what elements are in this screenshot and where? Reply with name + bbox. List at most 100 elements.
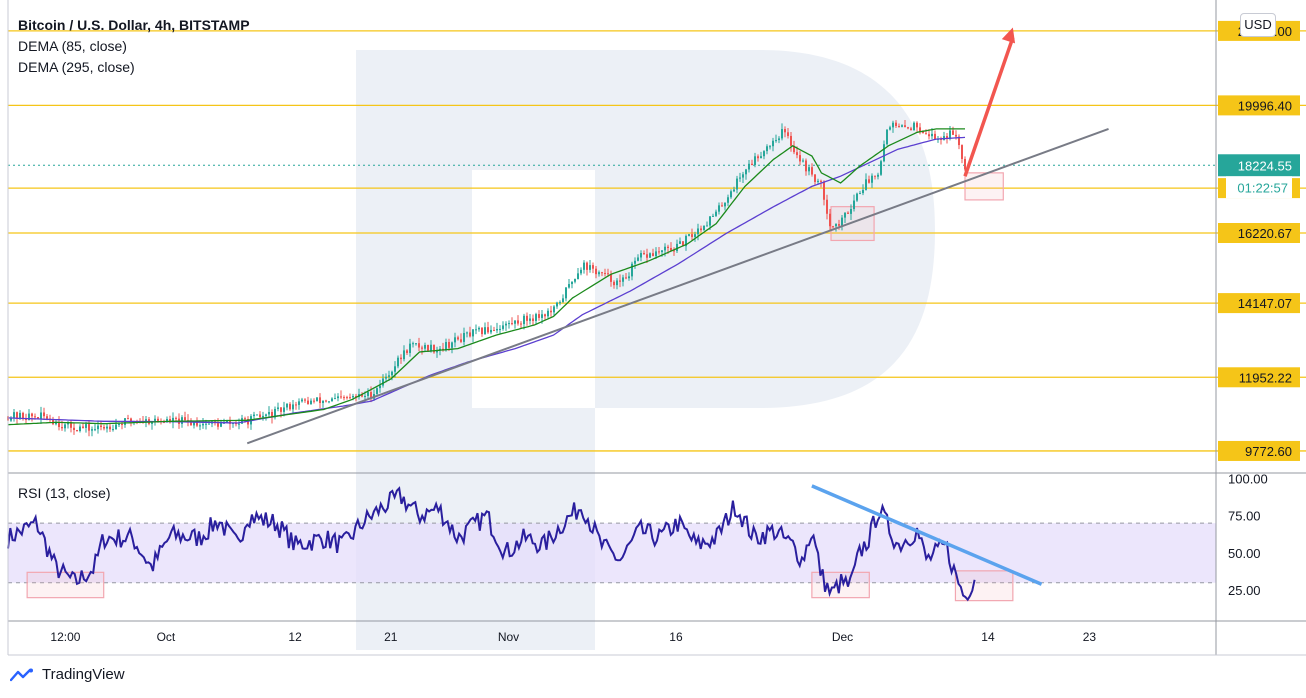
price-levels xyxy=(8,30,1306,452)
candle-body xyxy=(871,175,873,183)
candle-body xyxy=(394,366,396,372)
candle-body xyxy=(922,131,924,134)
candle-body xyxy=(583,262,585,270)
candle-body xyxy=(913,122,915,131)
rsi-tick-label: 75.00 xyxy=(1228,509,1261,524)
price-level-badge xyxy=(1218,95,1300,116)
candle-body xyxy=(763,151,765,157)
candle-body xyxy=(640,253,642,258)
rsi-downtrend-line xyxy=(811,484,1043,586)
candle-body xyxy=(313,400,315,402)
candle-body xyxy=(295,404,297,406)
candle-body xyxy=(331,398,333,402)
candle-body xyxy=(868,179,870,183)
candle-body xyxy=(469,332,471,337)
candle-body xyxy=(946,136,948,139)
candle-body xyxy=(832,226,834,228)
candle-body xyxy=(817,180,819,182)
candle-body xyxy=(556,302,558,307)
candle-body xyxy=(799,155,801,162)
candle-body xyxy=(340,396,342,398)
candle-body xyxy=(418,343,420,348)
tradingview-logo[interactable]: TradingView xyxy=(10,666,125,683)
candle-body xyxy=(667,246,669,249)
candle-body xyxy=(598,272,600,275)
candle-body xyxy=(607,273,609,275)
candle-body xyxy=(277,407,279,409)
price-level-badge xyxy=(1218,440,1300,461)
candle-body xyxy=(697,228,699,235)
candle-body xyxy=(526,315,528,321)
candle-body xyxy=(619,280,621,282)
candle-body xyxy=(475,329,477,331)
candle-body xyxy=(703,225,705,231)
candle-body xyxy=(376,388,378,395)
countdown-label: 01:22:57 xyxy=(1237,180,1288,195)
candle-body xyxy=(790,135,792,146)
indicator-dema-85[interactable]: DEMA (85, close) xyxy=(18,38,127,54)
currency-button[interactable]: USD xyxy=(1240,13,1276,37)
candle-body xyxy=(553,306,555,313)
candle-body xyxy=(898,126,900,128)
candle-body xyxy=(412,343,414,345)
candle-body xyxy=(637,257,639,261)
rsi-legend[interactable]: RSI (13, close) xyxy=(18,485,111,501)
price-level-label: 9772.60 xyxy=(1245,444,1292,459)
candle-body xyxy=(949,130,951,139)
candle-body xyxy=(559,302,561,304)
rsi-tick-label: 50.00 xyxy=(1228,546,1261,561)
candle-body xyxy=(616,280,618,286)
rsi-tick-label: 100.00 xyxy=(1228,471,1268,486)
candle-body xyxy=(715,211,717,216)
candle-body xyxy=(592,265,594,269)
candle-body xyxy=(580,269,582,274)
candle-body xyxy=(280,407,282,412)
candle-body xyxy=(115,424,117,430)
candle-body xyxy=(679,241,681,244)
candle-body xyxy=(541,314,543,318)
candle-body xyxy=(589,265,591,270)
candle-body xyxy=(64,424,66,429)
candle-body xyxy=(481,327,483,335)
candle-body xyxy=(175,417,177,419)
candle-body xyxy=(190,420,192,426)
candle-body xyxy=(217,423,219,427)
candle-body xyxy=(958,136,960,146)
candle-body xyxy=(226,421,228,423)
candle-body xyxy=(901,125,903,127)
candle-body xyxy=(673,250,675,252)
candle-body xyxy=(403,350,405,360)
candle-body xyxy=(562,298,564,303)
candle-body xyxy=(304,399,306,401)
candle-body xyxy=(361,394,363,397)
candle-body xyxy=(112,429,114,431)
drawings xyxy=(246,27,1109,586)
candle-body xyxy=(184,417,186,421)
candle-body xyxy=(457,337,459,340)
rsi-tick-label: 25.00 xyxy=(1228,583,1261,598)
candle-body xyxy=(655,251,657,257)
candle-body xyxy=(520,323,522,325)
candle-body xyxy=(256,414,258,416)
candle-body xyxy=(10,418,12,421)
candle-body xyxy=(925,133,927,135)
tradingview-icon xyxy=(10,668,33,681)
candle-body xyxy=(670,248,672,251)
candle-body xyxy=(496,328,498,331)
candle-body xyxy=(298,401,300,405)
time-tick-label: Dec xyxy=(832,630,853,644)
candle-body xyxy=(454,337,456,343)
candle-body xyxy=(646,254,648,258)
candle-body xyxy=(58,422,60,428)
time-tick-label: 16 xyxy=(669,630,683,644)
candle-body xyxy=(658,251,660,253)
indicator-dema-295[interactable]: DEMA (295, close) xyxy=(18,59,135,75)
candle-body xyxy=(613,281,615,286)
price-highlight-box xyxy=(964,172,1004,201)
candle-body xyxy=(634,260,636,264)
candle-body xyxy=(172,417,174,423)
current-price-label: 18224.55 xyxy=(1238,158,1292,173)
candle-body xyxy=(502,325,504,329)
candle-body xyxy=(151,422,153,424)
